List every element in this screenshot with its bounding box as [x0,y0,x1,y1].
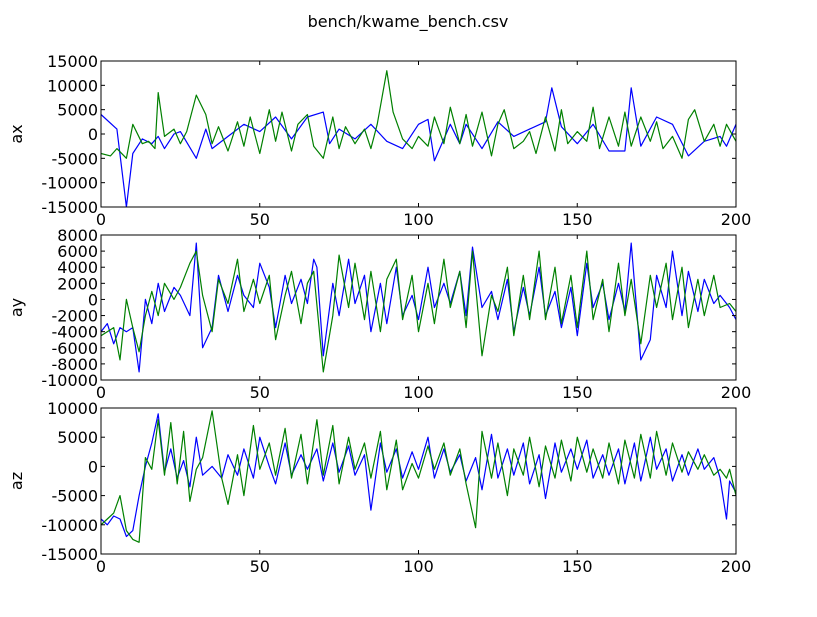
y-tick-label: 6000 [57,242,98,261]
y-axis-label: az [7,472,26,490]
subplot-ay: 0 50 100 150 200-10000-8000-6000-4000-200002… [7,226,751,402]
y-tick-label: -5000 [52,487,99,506]
series-line-1 [101,242,736,373]
x-tick-label: 100 [403,210,434,229]
y-tick-label: -5000 [52,149,99,168]
x-tick-label: 50 [250,210,270,229]
series-line-1 [101,413,736,538]
y-tick-label: -2000 [52,307,99,326]
y-tick-label: 10000 [47,399,98,418]
series-line-1 [101,87,736,207]
x-tick-label: 0 [96,210,106,229]
y-tick-label: -15000 [41,545,98,564]
y-tick-label: 5000 [57,101,98,120]
x-tick-label: 50 [250,383,270,402]
series-line-2 [101,250,736,373]
y-tick-label: -15000 [41,198,98,217]
subplot-ax: 0 50 100 150 200 -15000 -10000 -5000 0 5000 10000 1… [7,52,751,229]
series-line-2 [101,410,736,543]
y-tick-label: 5000 [57,428,98,447]
x-tick-label: 0 [96,383,106,402]
x-tick-label: 100 [403,383,434,402]
subplots: 0 50 100 150 200-15000-10000-500005000100001… [7,52,751,576]
y-tick-label: 8000 [57,226,98,245]
x-tick-label: 150 [562,383,593,402]
y-axis-label: ay [7,298,26,317]
x-tick-label: 150 [562,210,593,229]
y-tick-label: 4000 [57,258,98,277]
x-tick-label: 100 [403,557,434,576]
y-tick-label: 0 [88,457,98,476]
figure-title: bench/kwame_bench.csv [308,12,509,32]
y-tick-label: -8000 [52,355,99,374]
y-tick-label: 10000 [47,76,98,95]
y-tick-label: 15000 [47,52,98,71]
y-tick-label: -10000 [41,174,98,193]
y-tick-label: -4000 [52,323,99,342]
y-axis-label: ax [7,124,26,143]
y-tick-label: 2000 [57,274,98,293]
x-tick-label: 200 [721,383,752,402]
y-tick-label: -10000 [41,371,98,390]
series-line-2 [101,70,736,159]
x-tick-label: 0 [96,557,106,576]
x-tick-label: 200 [721,557,752,576]
x-tick-label: 150 [562,557,593,576]
x-tick-label: 200 [721,210,752,229]
y-tick-label: 0 [88,125,98,144]
subplot-az: 0 50 100 150 200 -15000 -10000 -5000 0 5000 10000 a… [7,399,751,576]
y-tick-label: -10000 [41,516,98,535]
x-tick-label: 50 [250,557,270,576]
y-tick-label: 0 [88,290,98,309]
y-tick-label: -6000 [52,339,99,358]
